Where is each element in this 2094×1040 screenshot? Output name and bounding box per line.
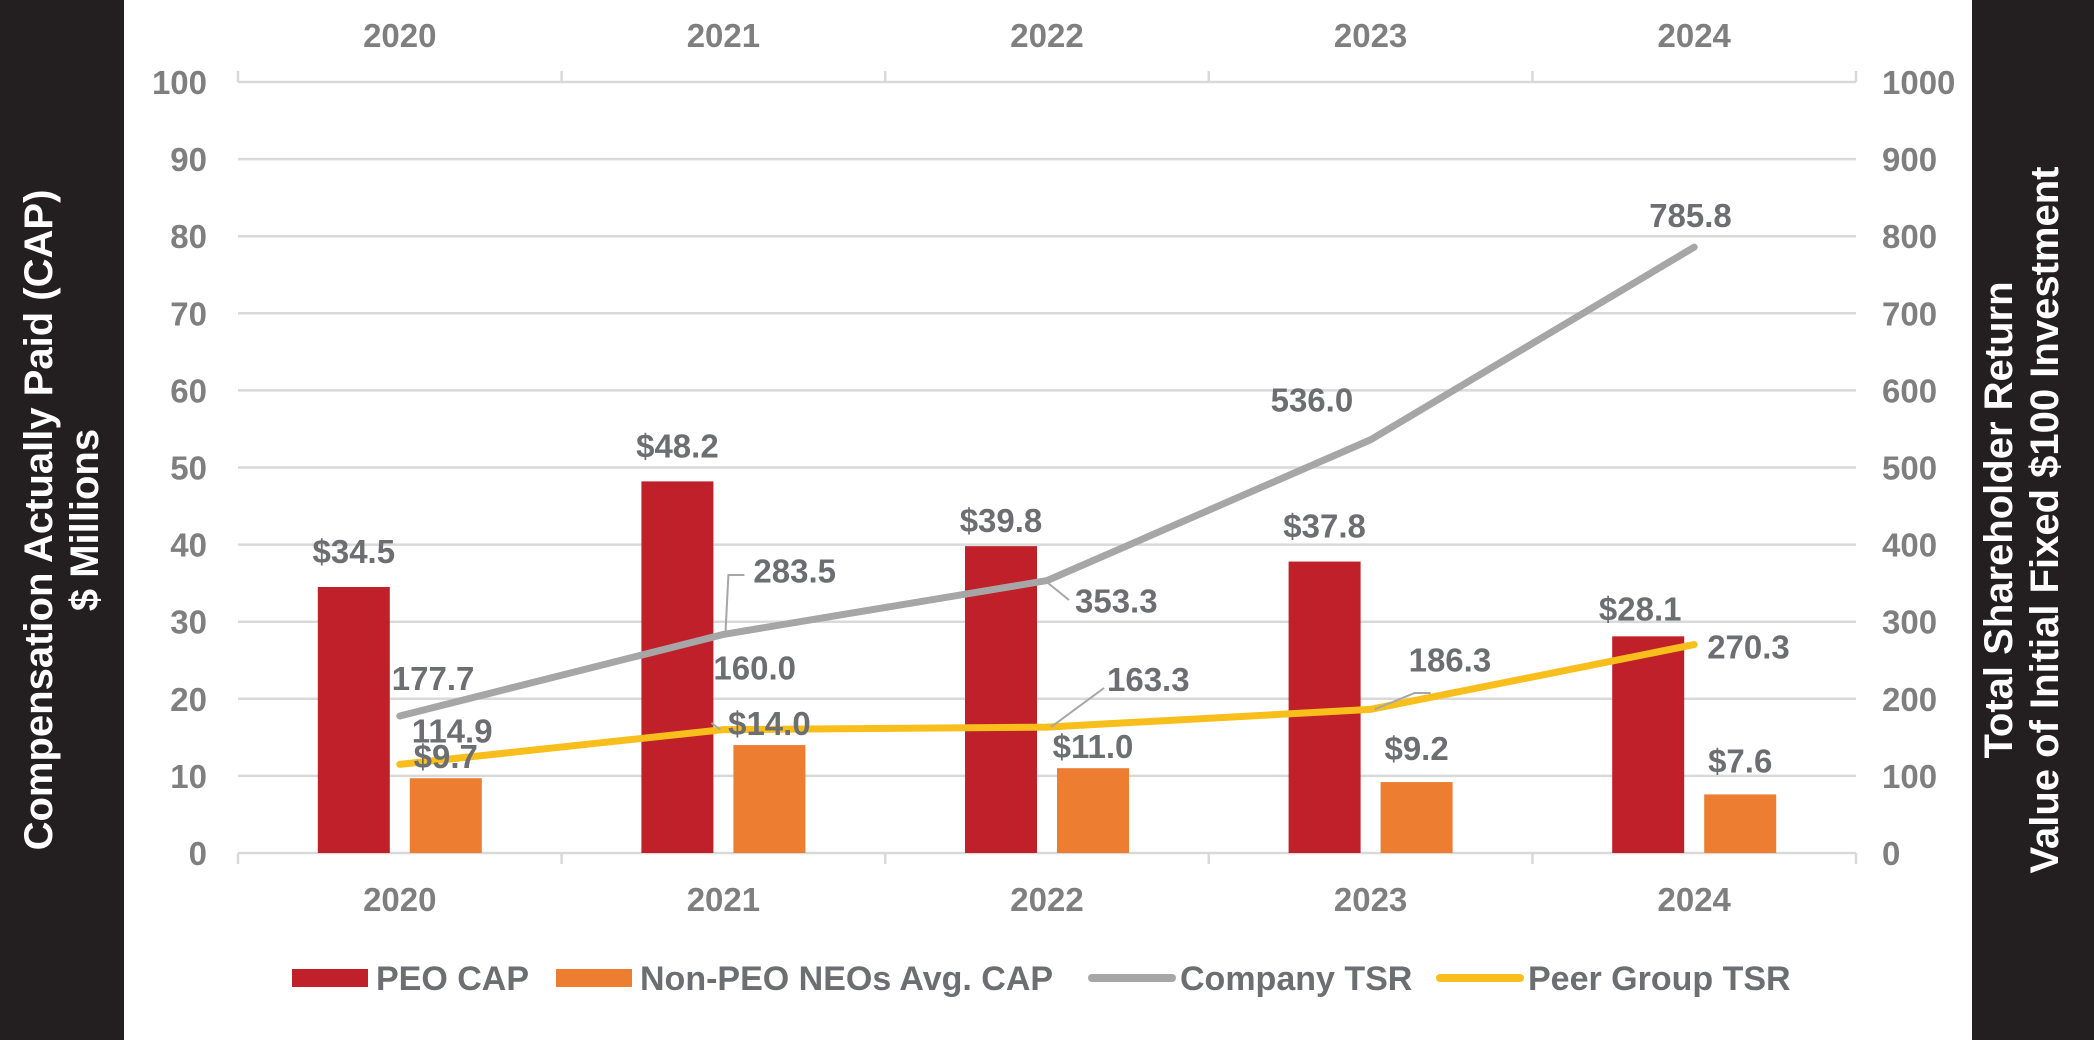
right-axis-tick-label: 900: [1882, 141, 1937, 178]
left-axis-tick-label: 50: [170, 450, 207, 487]
leader-line: [724, 574, 745, 635]
peo-cap-data-label: $28.1: [1599, 590, 1682, 627]
peer-group-tsr-data-label: 270.3: [1707, 629, 1790, 666]
right-axis-tick-label: 200: [1882, 681, 1937, 718]
top-axis-tick-label: 2023: [1334, 17, 1407, 54]
left-axis-panel: [0, 0, 124, 1040]
x-axis-tick-label: 2020: [363, 881, 436, 918]
left-axis-tick-label: 90: [170, 141, 207, 178]
legend-swatch: [292, 969, 368, 987]
company-tsr-data-label: 353.3: [1075, 583, 1158, 620]
legend-label: PEO CAP: [376, 960, 529, 998]
right-axis-tick-label: 300: [1882, 604, 1937, 641]
left-axis-tick-label: 80: [170, 218, 207, 255]
leader-line: [1374, 692, 1431, 711]
peo-cap-bar: [1612, 636, 1685, 853]
left-axis-tick-label: 10: [170, 758, 207, 795]
peo-cap-data-label: $39.8: [960, 502, 1043, 539]
lines: [396, 243, 1698, 768]
left-axis-tick-label: 100: [152, 64, 207, 101]
right-axis-tick-label: 700: [1882, 295, 1937, 332]
leader-line: [1050, 687, 1105, 728]
x-axis-tick-label: 2024: [1657, 881, 1731, 918]
left-axis-tick-label: 40: [170, 527, 207, 564]
peo-cap-data-label: $37.8: [1283, 508, 1366, 545]
legend: PEO CAP Non-PEO NEOs Avg. CAP Company TSR P…: [292, 960, 1791, 998]
leader-line: [710, 722, 721, 731]
right-axis-tick-label: 800: [1882, 218, 1937, 255]
legend-label: Non-PEO NEOs Avg. CAP: [640, 960, 1053, 998]
axes: 0102030405060708090100010020030040050060…: [152, 17, 1955, 918]
company-tsr-line: [396, 243, 1698, 720]
non-peo-cap-bar: [409, 778, 482, 853]
x-axis-tick-label: 2023: [1334, 881, 1407, 918]
company-tsr-data-label: 177.7: [392, 660, 475, 697]
right-axis-tick-label: 0: [1882, 835, 1900, 872]
company-tsr-data-label: 785.8: [1649, 197, 1732, 234]
top-axis-tick-label: 2022: [1010, 17, 1083, 54]
top-axis-tick-label: 2021: [687, 17, 760, 54]
left-axis-tick-label: 30: [170, 604, 207, 641]
left-axis-tick-label: 70: [170, 295, 207, 332]
non-peo-cap-bar: [1704, 794, 1777, 853]
top-axis-tick-label: 2024: [1657, 17, 1731, 54]
peer-group-tsr-data-label: 186.3: [1409, 641, 1492, 678]
leader-line: [1044, 579, 1070, 601]
peo-cap-bar: [317, 587, 390, 853]
right-axis-tick-label: 600: [1882, 372, 1937, 409]
right-axis-tick-label: 100: [1882, 758, 1937, 795]
peer-group-tsr-line: [396, 641, 1698, 768]
top-axis-tick-label: 2020: [363, 17, 436, 54]
left-axis-tick-label: 20: [170, 681, 207, 718]
peo-cap-bar: [641, 481, 714, 853]
right-axis-panel: [1972, 0, 2094, 1040]
x-axis-tick-label: 2022: [1010, 881, 1083, 918]
peo-cap-data-label: $34.5: [313, 533, 396, 570]
left-axis-tick-label: 0: [189, 835, 207, 872]
non-peo-cap-data-label: $14.0: [728, 705, 811, 742]
right-axis-tick-label: 500: [1882, 450, 1937, 487]
non-peo-cap-data-label: $11.0: [1053, 728, 1134, 765]
company-tsr-data-label: 283.5: [753, 552, 836, 589]
non-peo-cap-data-label: $7.6: [1708, 742, 1772, 779]
non-peo-cap-bar: [1380, 782, 1453, 853]
peo-cap-bar: [965, 546, 1037, 853]
peer-group-tsr-data-label: 163.3: [1107, 661, 1190, 698]
x-axis-tick-label: 2021: [687, 881, 760, 918]
peo-cap-data-label: $48.2: [636, 427, 719, 464]
left-axis-tick-label: 60: [170, 372, 207, 409]
legend-label: Company TSR: [1180, 960, 1412, 998]
non-peo-cap-bar: [1057, 768, 1129, 853]
non-peo-cap-data-label: $9.7: [414, 738, 478, 775]
data-labels: $34.5 $48.2 $39.8 $37.8 $28.1 $9.7 $14.0 $11.0 $…: [313, 197, 1790, 779]
right-axis-tick-label: 400: [1882, 527, 1937, 564]
non-peo-cap-data-label: $9.2: [1384, 730, 1448, 767]
company-tsr-data-label: 536.0: [1271, 382, 1354, 419]
legend-label: Peer Group TSR: [1528, 960, 1791, 998]
non-peo-cap-bar: [733, 745, 806, 853]
peer-group-tsr-data-label: 114.9: [412, 712, 493, 749]
peer-group-tsr-data-label: 160.0: [713, 650, 796, 687]
bars: [317, 481, 1777, 853]
right-axis-tick-label: 1000: [1882, 64, 1955, 101]
legend-swatch: [556, 969, 632, 987]
